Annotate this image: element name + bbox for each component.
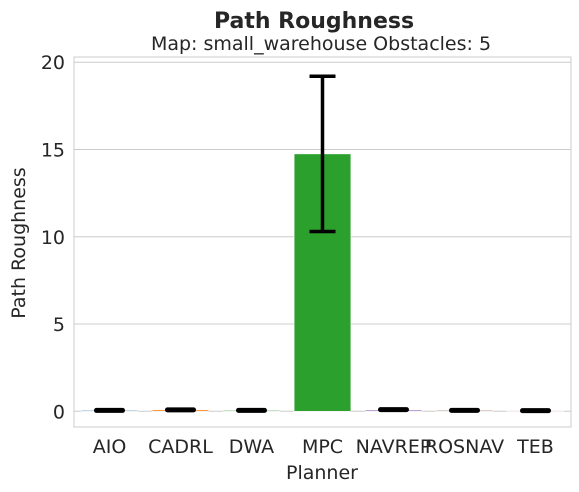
x-tick-label-rosnav: ROSNAV xyxy=(425,436,504,458)
y-tick-label-20: 20 xyxy=(41,52,65,74)
y-tick-label-0: 0 xyxy=(53,401,65,423)
y-tick-label-5: 5 xyxy=(53,314,65,336)
x-tick-label-dwa: DWA xyxy=(229,436,274,458)
plot-area xyxy=(73,56,572,428)
x-axis-label: Planner xyxy=(286,462,358,484)
x-tick-label-cadrl: CADRL xyxy=(148,436,213,458)
error-bars xyxy=(94,74,551,414)
x-tick-label-navrep: NAVREP xyxy=(356,436,432,458)
error-bar-mpc xyxy=(309,74,336,234)
y-tick-label-15: 15 xyxy=(41,140,65,162)
y-tick-label-10: 10 xyxy=(41,227,65,249)
chart-title: Path Roughness xyxy=(214,9,414,34)
x-tick-label-mpc: MPC xyxy=(302,436,343,458)
x-tick-label-teb: TEB xyxy=(516,436,554,458)
x-tick-label-aio: AIO xyxy=(93,436,127,458)
chart-subtitle: Map: small_warehouse Obstacles: 5 xyxy=(151,33,491,55)
y-axis-ticks: 0 5 10 15 20 xyxy=(41,52,65,423)
y-axis-label: Path Roughness xyxy=(8,167,30,318)
